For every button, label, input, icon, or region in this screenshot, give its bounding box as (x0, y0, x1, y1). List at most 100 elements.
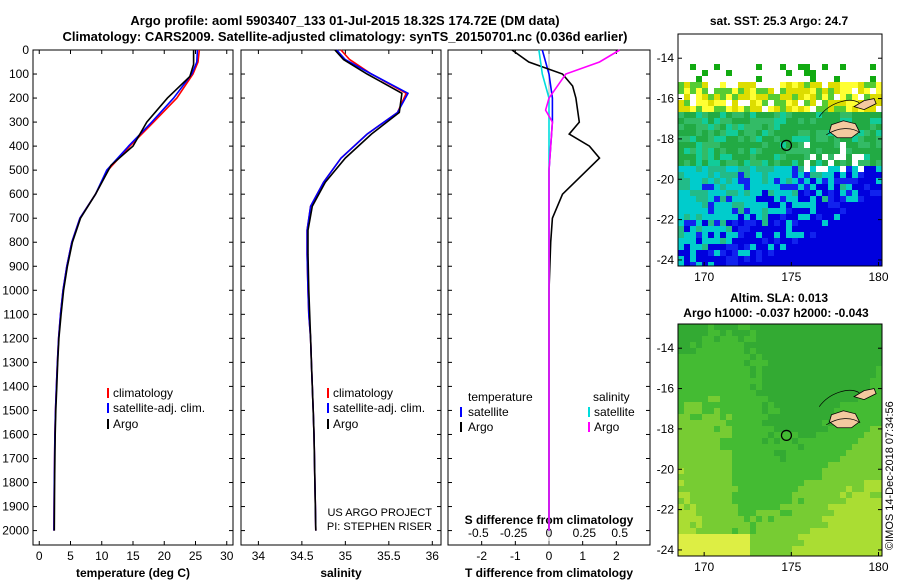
depth-tick-label: 0 (22, 43, 29, 57)
temp-legend-label: Argo (113, 417, 139, 431)
temp-legend-label: satellite-adj. clim. (113, 401, 205, 415)
difference-xtick-label: -2 (476, 549, 487, 563)
sst_map-argo-marker (780, 139, 793, 151)
difference-xtick-label: -1 (510, 549, 521, 563)
salinity-xtick-label: 34 (252, 549, 266, 563)
depth-tick-label: 1100 (3, 307, 29, 321)
s-difference-tick-label: -0.25 (500, 526, 528, 540)
depth-tick-label: 200 (9, 91, 29, 105)
s-difference-tick-label: 0.5 (611, 526, 628, 540)
temperature-xtick-label: 30 (220, 549, 234, 563)
diff-legend-right-label: Argo (594, 420, 620, 434)
diff-legend-left-label: satellite (468, 405, 509, 419)
diff-legend-left-label: Argo (468, 420, 494, 434)
depth-tick-label: 1900 (2, 500, 29, 514)
salinity-xtick-label: 35 (339, 549, 353, 563)
temperature-xlabel: temperature (deg C) (76, 566, 190, 580)
depth-tick-label: 2000 (2, 524, 29, 538)
difference-series-s-argo (544, 49, 621, 531)
sal-legend-label: Argo (333, 417, 359, 431)
sla_map-frame (677, 323, 883, 557)
depth-tick-label: 900 (9, 259, 29, 273)
salinity-xlabel: salinity (320, 566, 362, 580)
depth-tick-label: 300 (9, 115, 29, 129)
temperature-xtick-label: 5 (67, 549, 74, 563)
sla_map-ytick-label: -24 (657, 543, 675, 557)
difference-xtick-label: 1 (579, 549, 586, 563)
sla_map-ytick-label: -18 (657, 422, 675, 436)
depth-tick-label: 400 (9, 139, 29, 153)
depth-tick-label: 1000 (2, 283, 29, 297)
sla-title: Altim. SLA: 0.013 (730, 291, 828, 305)
temperature-xtick-label: 0 (36, 549, 43, 563)
depth-tick-label: 500 (9, 163, 29, 177)
project-label: US ARGO PROJECT (327, 507, 432, 519)
sla_map-ytick-label: -22 (657, 503, 675, 517)
sla_map-field (678, 324, 882, 556)
diff-legend-right-title: salinity (593, 390, 630, 404)
sst_map-xtick-label: 180 (868, 270, 888, 284)
depth-tick-label: 800 (9, 235, 29, 249)
temperature-xtick-label: 10 (95, 549, 109, 563)
temperature-plot: 0 5 10 15 20 25 300100200300400500600700800900… (2, 43, 233, 580)
sst_map-ytick-label: -20 (657, 172, 675, 186)
sla_map-xtick-label: 170 (694, 560, 714, 574)
depth-tick-label: 1200 (2, 331, 29, 345)
sst_map-ytick-label: -14 (657, 51, 675, 65)
diff-legend-right-label: satellite (594, 405, 635, 419)
difference-plot: -2 -1 0 1 2-0.5 -0.25 0 0.25 0.5S difference fro… (447, 49, 651, 580)
depth-tick-label: 1700 (2, 451, 29, 465)
header-line-2: Climatology: CARS2009. Satellite-adjuste… (63, 29, 628, 44)
difference-xtick-label: 2 (613, 549, 620, 563)
sla-subtitle: Argo h1000: -0.037 h2000: -0.043 (683, 306, 869, 320)
depth-tick-label: 1800 (2, 476, 29, 490)
sla_map-islands (818, 388, 877, 429)
sst_map-islands (818, 98, 877, 139)
salinity-xtick-label: 36 (426, 549, 440, 563)
difference-xtick-label: 0 (546, 549, 553, 563)
salinity-axes-frame (240, 49, 442, 546)
header-line-1: Argo profile: aoml 5903407_133 01-Jul-20… (130, 13, 559, 28)
depth-tick-label: 1300 (2, 355, 29, 369)
salinity-xtick-label: 35.5 (377, 549, 401, 563)
imos-timestamp-label: ©IMOS 14-Dec-2018 07:34:56 (884, 401, 896, 550)
depth-tick-label: 600 (9, 187, 29, 201)
temperature-series-argo (53, 50, 195, 531)
sla_map-xtick-label: 175 (781, 560, 801, 574)
depth-tick-label: 700 (9, 211, 29, 225)
sst_map-ytick-label: -18 (657, 132, 675, 146)
sal-legend-label: climatology (333, 386, 393, 400)
s-difference-tick-label: 0.25 (573, 526, 597, 540)
sla_map-argo-marker (780, 429, 793, 441)
sst_map-ytick-label: -22 (657, 213, 675, 227)
sst_map-xtick-label: 170 (694, 270, 714, 284)
sla_map-ytick-label: -14 (657, 341, 675, 355)
temp-legend-label: climatology (113, 386, 173, 400)
depth-tick-label: 100 (9, 67, 29, 81)
sal-legend-label: satellite-adj. clim. (333, 401, 425, 415)
depth-tick-label: 1500 (2, 403, 29, 417)
sla_map-xtick-label: 180 (868, 560, 888, 574)
temperature-axes-frame (32, 49, 234, 546)
temperature-xtick-label: 20 (158, 549, 172, 563)
sla_map-ytick-label: -16 (657, 382, 675, 396)
depth-tick-label: 1400 (2, 379, 29, 393)
difference-xlabel: T difference from climatology (465, 566, 633, 580)
salinity-plot: 34 34.5 35 35.5 36 salinity climatologysatelli… (240, 49, 442, 580)
sst-title: sat. SST: 25.3 Argo: 24.7 (710, 14, 849, 28)
sst-map: sat. SST: 25.3 Argo: 24.7 170 175 180 -14 -16… (657, 14, 889, 284)
depth-tick-label: 1600 (2, 427, 29, 441)
sst_map-field (678, 34, 882, 266)
sst_map-frame (677, 33, 883, 267)
s-difference-tick-label: -0.5 (468, 526, 489, 540)
temperature-xtick-label: 15 (126, 549, 140, 563)
pi-label: PI: STEPHEN RISER (327, 521, 432, 533)
temperature-xtick-label: 25 (189, 549, 203, 563)
sla_map-ytick-label: -20 (657, 462, 675, 476)
sst_map-ytick-label: -24 (657, 253, 675, 267)
diff-legend-left-title: temperature (468, 390, 533, 404)
sst_map-ytick-label: -16 (657, 92, 675, 106)
salinity-xtick-label: 34.5 (290, 549, 314, 563)
